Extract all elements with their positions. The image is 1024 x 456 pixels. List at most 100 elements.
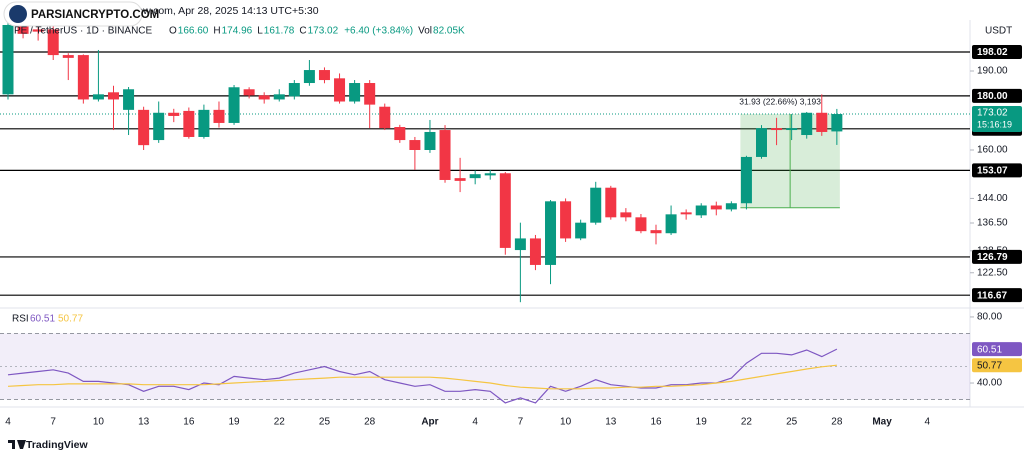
- rsi-value-label: 50.77: [977, 360, 1002, 371]
- level-label-box: [972, 88, 1022, 103]
- legend-value: 173.02: [308, 26, 339, 37]
- rsi-value-box: [972, 358, 1022, 373]
- y-tick-label: 122.50: [977, 267, 1008, 278]
- candle-body: [62, 55, 74, 58]
- candle-body: [740, 156, 752, 204]
- candle-body: [349, 83, 361, 102]
- x-tick-label: Apr: [421, 417, 438, 428]
- legend-value: 166.60: [178, 26, 209, 37]
- level-label: 126.79: [977, 252, 1008, 263]
- candle-body: [424, 131, 436, 150]
- candle-body: [680, 212, 692, 215]
- x-tick-label: 4: [5, 417, 11, 428]
- candle-body: [650, 230, 662, 234]
- brand-logo: TradingView: [8, 439, 88, 451]
- candle-body: [228, 87, 240, 123]
- legend-value: 174.96: [222, 26, 253, 37]
- level-label: 153.07: [977, 165, 1008, 176]
- level-label-box: [972, 163, 1022, 178]
- candle-body: [2, 25, 14, 95]
- candle-body: [831, 114, 843, 132]
- currency-label: USDT: [985, 26, 1012, 37]
- y-tick-label: 144.00: [977, 193, 1008, 204]
- watermark: PARSIANCRYPTO.COM: [3, 1, 159, 27]
- legend-key: C: [299, 26, 306, 37]
- candle-body: [469, 174, 481, 179]
- level-label: 116.67: [977, 290, 1007, 301]
- level-label: 198.02: [977, 47, 1008, 58]
- rsi-legend-value: 60.51: [30, 314, 55, 325]
- x-tick-label: 16: [650, 417, 662, 428]
- legend-value: 82.05K: [433, 26, 465, 37]
- candle-body: [168, 112, 180, 116]
- watermark-text: PARSIANCRYPTO.COM: [31, 9, 159, 21]
- candle-body: [756, 128, 767, 157]
- y-tick-label: 136.50: [977, 218, 1008, 229]
- x-tick-label: 7: [50, 417, 56, 428]
- x-tick-label: 19: [228, 417, 240, 428]
- x-tick-label: 13: [605, 417, 617, 428]
- candle-body: [213, 109, 225, 123]
- candle-body: [17, 25, 29, 34]
- rsi-line: [7, 364, 837, 390]
- candle-body: [198, 109, 210, 137]
- candle-body: [47, 29, 59, 56]
- candle-body: [605, 187, 617, 218]
- legend-key: O: [169, 26, 177, 37]
- x-tick-label: 25: [319, 417, 331, 428]
- x-tick-label: 22: [741, 417, 753, 428]
- x-tick-label: 4: [924, 417, 930, 428]
- candle-body: [635, 217, 647, 232]
- x-tick-label: 16: [183, 417, 195, 428]
- candle-body: [77, 55, 89, 100]
- x-tick-label: 28: [364, 417, 376, 428]
- candle-body: [801, 112, 813, 136]
- rsi-value-box: [972, 342, 1022, 357]
- level-label: 180.00: [977, 91, 1008, 102]
- candle-body: [183, 110, 195, 137]
- candle-body: [771, 128, 783, 131]
- x-tick-label: 7: [518, 417, 524, 428]
- candle-body: [138, 109, 150, 146]
- candle-body: [590, 187, 602, 223]
- level-label-box: [972, 249, 1022, 264]
- candle-body: [288, 83, 300, 97]
- candle-body: [816, 112, 828, 132]
- measure-label: 31.93 (22.66%) 3,193: [739, 96, 821, 106]
- candle-body: [364, 83, 376, 105]
- candle-body: [258, 95, 270, 100]
- candle-body: [273, 94, 285, 100]
- x-tick-label: 10: [93, 417, 105, 428]
- source-line: iew.com, Apr 28, 2025 14:13 UTC+5:30: [135, 5, 319, 17]
- last-price-box: [972, 106, 1022, 133]
- symbol-title: PE / TetherUS · 1D · BINANCE: [14, 26, 153, 37]
- last-price-label: 173.02: [977, 108, 1008, 119]
- candle-body: [620, 212, 632, 218]
- x-tick-label: 28: [831, 417, 843, 428]
- level-label-box: [972, 45, 1022, 60]
- rsi-y-tick-label: 80.00: [977, 312, 1002, 323]
- candle-body: [695, 205, 707, 216]
- rsi-line: [7, 348, 838, 404]
- candle-body: [710, 205, 722, 210]
- candle-body: [303, 70, 315, 84]
- candle-body: [394, 127, 406, 141]
- watermark-icon: [9, 5, 27, 23]
- candle-body: [92, 94, 104, 100]
- rsi-legend-value: 50.77: [58, 314, 83, 325]
- y-tick-label: 160.00: [977, 145, 1008, 156]
- brand-text: TradingView: [26, 439, 88, 451]
- candle-body: [107, 92, 119, 100]
- candle-body: [318, 70, 330, 81]
- candle-body: [484, 173, 496, 176]
- candle-body: [560, 201, 572, 239]
- countdown-label: 15:16:19: [977, 119, 1012, 129]
- candle-body: [454, 178, 466, 181]
- legend-value: +6.40 (+3.84%): [344, 26, 413, 37]
- legend-value: 161.78: [264, 26, 295, 37]
- candle-body: [665, 214, 677, 234]
- candle-body: [499, 173, 511, 248]
- candle-body: [32, 29, 44, 32]
